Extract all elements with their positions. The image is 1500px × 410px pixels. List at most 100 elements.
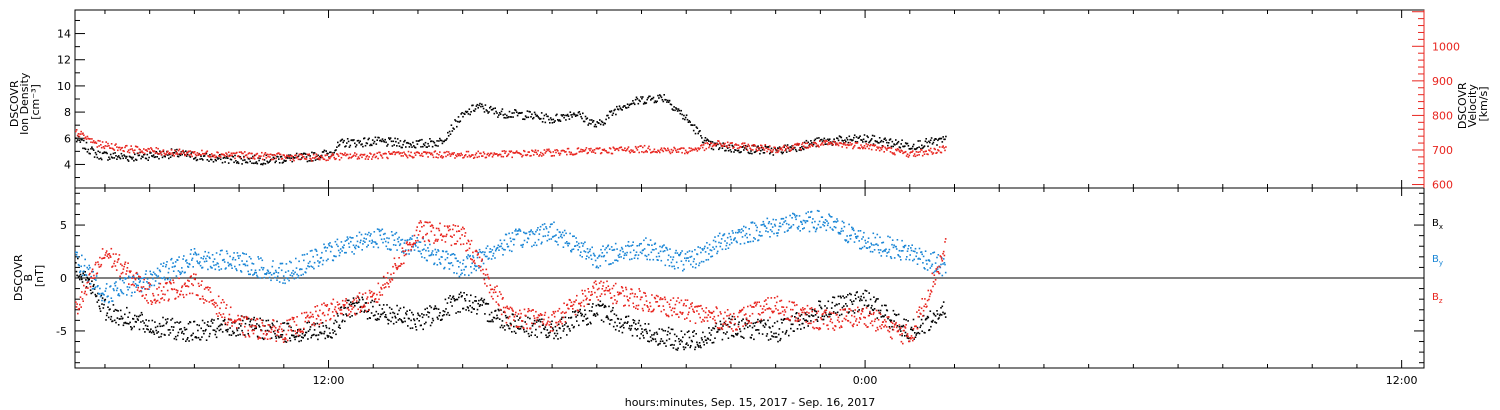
- density-point: [408, 143, 410, 145]
- velocity-point: [501, 156, 503, 158]
- by-point: [498, 245, 500, 247]
- by-point: [367, 234, 369, 236]
- bx-point: [646, 331, 648, 333]
- velocity-point: [393, 151, 395, 153]
- velocity-point: [866, 143, 868, 145]
- velocity-point: [131, 148, 133, 150]
- bx-point: [203, 333, 205, 335]
- by-point: [516, 234, 518, 236]
- bx-point: [82, 273, 84, 275]
- by-point: [84, 265, 86, 267]
- by-point: [111, 297, 113, 299]
- density-point: [385, 142, 387, 144]
- by-point: [231, 267, 233, 269]
- bx-point: [512, 314, 514, 316]
- by-point: [439, 259, 441, 261]
- velocity-point: [132, 150, 134, 152]
- by-point: [363, 240, 365, 242]
- by-point: [584, 241, 586, 243]
- density-point: [577, 115, 579, 117]
- density-point: [505, 117, 507, 119]
- by-point: [298, 275, 300, 277]
- velocity-point: [941, 152, 943, 154]
- velocity-point: [588, 148, 590, 150]
- bx-point: [222, 331, 224, 333]
- velocity-point: [939, 146, 941, 148]
- bx-point: [420, 325, 422, 327]
- bx-point: [870, 299, 872, 301]
- bz-point: [195, 274, 197, 276]
- density-point: [669, 100, 671, 102]
- by-point: [277, 276, 279, 278]
- density-point: [190, 156, 192, 158]
- density-point: [926, 142, 928, 144]
- bx-point: [390, 313, 392, 315]
- density-point: [604, 123, 606, 125]
- density-point: [764, 152, 766, 154]
- bz-point: [119, 254, 121, 256]
- bz-point: [186, 285, 188, 287]
- bx-point: [710, 339, 712, 341]
- by-point: [171, 258, 173, 260]
- by-point: [712, 246, 714, 248]
- density-point: [795, 149, 797, 151]
- bx-point: [799, 324, 801, 326]
- by-point: [256, 275, 258, 277]
- bx-point: [677, 349, 679, 351]
- density-point: [456, 126, 458, 128]
- density-point: [132, 157, 134, 159]
- by-point: [321, 252, 323, 254]
- bz-point: [143, 286, 145, 288]
- velocity-point: [860, 144, 862, 146]
- by-point: [441, 256, 443, 258]
- density-point: [402, 144, 404, 146]
- density-point: [382, 138, 384, 140]
- velocity-point: [568, 148, 570, 150]
- velocity-point: [783, 145, 785, 147]
- bx-point: [302, 333, 304, 335]
- density-point: [432, 146, 434, 148]
- velocity-point: [493, 154, 495, 156]
- by-point: [464, 274, 466, 276]
- bx-point: [397, 313, 399, 315]
- bx-point: [595, 315, 597, 317]
- by-point: [268, 271, 270, 273]
- bx-point: [922, 323, 924, 325]
- density-point: [91, 146, 93, 148]
- by-point: [106, 283, 108, 285]
- by-point: [632, 244, 634, 246]
- by-point: [84, 259, 86, 261]
- density-point: [153, 154, 155, 156]
- bx-point: [554, 333, 556, 335]
- density-point: [225, 157, 227, 159]
- density-point: [503, 117, 505, 119]
- bz-point: [189, 293, 191, 295]
- velocity-point: [746, 146, 748, 148]
- bx-point: [245, 323, 247, 325]
- density-point: [941, 138, 943, 140]
- by-point: [599, 255, 601, 257]
- bz-point: [115, 253, 117, 255]
- bx-point: [844, 297, 846, 299]
- bx-series: [75, 258, 947, 351]
- bx-point: [82, 281, 84, 283]
- bx-point: [910, 329, 912, 331]
- bx-point: [759, 320, 761, 322]
- by-point: [236, 270, 238, 272]
- bx-point: [300, 340, 302, 342]
- by-point: [490, 248, 492, 250]
- density-point: [449, 131, 451, 133]
- by-point: [504, 240, 506, 242]
- density-point: [713, 149, 715, 151]
- by-point: [458, 266, 460, 268]
- bx-point: [911, 327, 913, 329]
- velocity-point: [161, 154, 163, 156]
- density-point: [847, 139, 849, 141]
- bx-point: [182, 331, 184, 333]
- density-point: [719, 147, 721, 149]
- velocity-point: [394, 154, 396, 156]
- bz-point: [108, 257, 110, 259]
- by-point: [263, 267, 265, 269]
- by-point: [901, 240, 903, 242]
- by-point: [614, 249, 616, 251]
